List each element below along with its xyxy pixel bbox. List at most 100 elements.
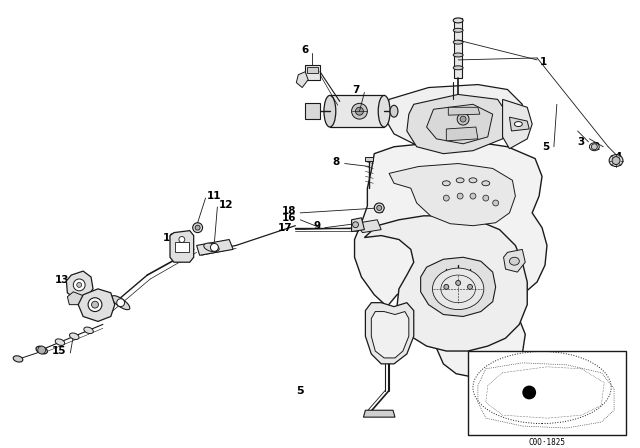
Ellipse shape <box>378 95 390 127</box>
Polygon shape <box>509 117 529 131</box>
Circle shape <box>468 284 472 289</box>
Text: 11: 11 <box>207 191 221 201</box>
Circle shape <box>457 113 469 125</box>
Polygon shape <box>389 164 515 226</box>
Polygon shape <box>384 85 522 147</box>
Polygon shape <box>364 216 527 351</box>
Polygon shape <box>448 107 480 115</box>
Circle shape <box>356 107 364 115</box>
Circle shape <box>351 103 367 119</box>
Ellipse shape <box>111 296 130 310</box>
Circle shape <box>483 195 489 201</box>
Circle shape <box>457 193 463 199</box>
Ellipse shape <box>609 155 623 167</box>
Circle shape <box>193 223 203 233</box>
Circle shape <box>377 206 381 211</box>
Circle shape <box>88 298 102 311</box>
Polygon shape <box>296 72 308 87</box>
Circle shape <box>460 116 466 122</box>
Circle shape <box>195 225 200 230</box>
Polygon shape <box>351 218 364 232</box>
Ellipse shape <box>453 40 463 44</box>
Polygon shape <box>407 95 509 154</box>
Ellipse shape <box>442 181 451 186</box>
Circle shape <box>470 193 476 199</box>
Ellipse shape <box>70 333 79 340</box>
Text: 4: 4 <box>614 151 621 162</box>
Circle shape <box>444 284 449 289</box>
Ellipse shape <box>84 327 93 334</box>
Text: 3: 3 <box>577 137 584 147</box>
Circle shape <box>591 144 597 150</box>
Ellipse shape <box>453 53 463 57</box>
Ellipse shape <box>453 66 463 70</box>
Ellipse shape <box>509 257 519 265</box>
Text: 5: 5 <box>296 385 304 396</box>
Text: 9: 9 <box>314 221 321 231</box>
Text: 15: 15 <box>52 346 67 356</box>
Polygon shape <box>67 292 91 305</box>
Text: 7: 7 <box>352 85 360 95</box>
Text: 6: 6 <box>301 45 308 55</box>
Circle shape <box>444 195 449 201</box>
Circle shape <box>74 279 85 291</box>
Ellipse shape <box>433 268 484 310</box>
Text: 1: 1 <box>540 57 547 67</box>
Ellipse shape <box>36 346 47 354</box>
Circle shape <box>77 282 82 287</box>
Ellipse shape <box>55 339 65 345</box>
Bar <box>468 351 626 435</box>
Text: 5: 5 <box>543 142 550 152</box>
Polygon shape <box>454 18 462 78</box>
Circle shape <box>92 301 99 308</box>
Text: 10: 10 <box>163 233 177 242</box>
Polygon shape <box>196 240 233 255</box>
Circle shape <box>612 157 620 164</box>
Ellipse shape <box>453 28 463 32</box>
Polygon shape <box>305 103 320 119</box>
Polygon shape <box>371 311 409 358</box>
Text: 14: 14 <box>67 290 81 300</box>
Ellipse shape <box>324 95 336 127</box>
Polygon shape <box>305 65 320 80</box>
Text: 13: 13 <box>55 275 69 285</box>
Circle shape <box>38 346 45 354</box>
Circle shape <box>116 299 125 306</box>
Polygon shape <box>170 231 194 262</box>
Polygon shape <box>364 410 395 417</box>
Polygon shape <box>504 250 525 272</box>
Text: 16: 16 <box>282 213 296 223</box>
Circle shape <box>456 280 461 285</box>
Ellipse shape <box>453 18 463 23</box>
Ellipse shape <box>204 243 219 252</box>
Polygon shape <box>427 104 493 144</box>
Polygon shape <box>78 289 115 321</box>
Text: 12: 12 <box>218 200 233 210</box>
Circle shape <box>522 386 536 399</box>
Polygon shape <box>365 303 413 364</box>
Polygon shape <box>307 67 318 73</box>
Ellipse shape <box>589 143 599 151</box>
Ellipse shape <box>469 178 477 183</box>
Ellipse shape <box>13 356 23 362</box>
Polygon shape <box>358 220 381 233</box>
Text: 8: 8 <box>333 156 340 167</box>
Circle shape <box>374 203 384 213</box>
Polygon shape <box>175 242 189 252</box>
Polygon shape <box>446 127 478 141</box>
Polygon shape <box>355 141 547 378</box>
Circle shape <box>353 222 358 228</box>
Circle shape <box>179 237 185 242</box>
Polygon shape <box>420 257 495 316</box>
Ellipse shape <box>482 181 490 186</box>
Text: 18: 18 <box>282 206 296 216</box>
Text: C0O·1825: C0O·1825 <box>529 438 566 447</box>
Polygon shape <box>67 271 93 299</box>
Circle shape <box>211 243 218 251</box>
Text: 2: 2 <box>592 142 599 152</box>
Ellipse shape <box>456 178 464 183</box>
Circle shape <box>493 200 499 206</box>
Text: 17: 17 <box>278 223 292 233</box>
Polygon shape <box>330 95 384 127</box>
Polygon shape <box>502 99 532 149</box>
